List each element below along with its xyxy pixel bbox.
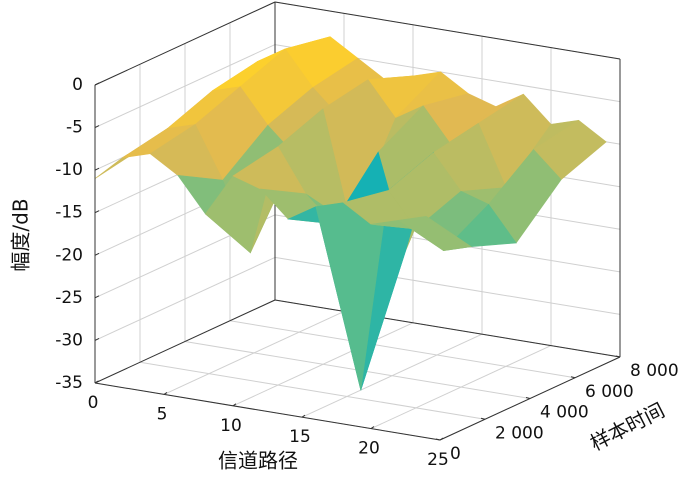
z-tick-label: -20 xyxy=(55,245,83,265)
tick-mark xyxy=(301,414,306,418)
grid-line xyxy=(94,256,276,341)
tick-mark xyxy=(94,210,100,214)
grid-line xyxy=(94,44,276,129)
tick-mark xyxy=(570,376,576,379)
box-edge xyxy=(274,1,621,60)
y-tick-label: 6 000 xyxy=(585,382,634,402)
y-tick-label: 2 000 xyxy=(495,423,544,443)
tick-mark xyxy=(525,397,531,399)
axis-line xyxy=(94,382,441,441)
grid-line xyxy=(274,256,621,315)
y-tick-label: 8 000 xyxy=(630,361,679,381)
tick-mark xyxy=(370,426,375,430)
box-edge xyxy=(274,299,621,358)
box-edge xyxy=(94,1,276,86)
tick-mark xyxy=(232,403,237,407)
y-tick-label: 0 xyxy=(450,444,461,464)
z-tick-label: -5 xyxy=(66,118,83,138)
surface-patch xyxy=(397,216,473,251)
y-tick-label: 4 000 xyxy=(540,403,589,423)
x-tick-label: 10 xyxy=(220,416,242,436)
z-axis-label: 幅度/dB xyxy=(9,198,33,271)
x-tick-label: 20 xyxy=(358,439,380,459)
tick-mark xyxy=(94,167,100,171)
x-tick-label: 15 xyxy=(289,427,311,447)
x-tick-label: 25 xyxy=(427,450,449,470)
box-edge xyxy=(94,299,276,384)
tick-mark xyxy=(163,391,168,395)
z-tick-label: 0 xyxy=(72,75,83,95)
tick-mark xyxy=(94,125,100,129)
z-tick-label: -10 xyxy=(55,160,83,180)
tick-mark xyxy=(94,337,100,341)
tick-mark xyxy=(94,252,100,256)
tick-mark xyxy=(439,437,444,441)
grid-line xyxy=(139,361,486,420)
z-tick-label: -35 xyxy=(55,373,83,393)
tick-mark xyxy=(615,355,621,358)
z-tick-label: -25 xyxy=(55,288,83,308)
grid-line xyxy=(229,320,576,379)
x-tick-label: 5 xyxy=(157,404,168,424)
x-axis-label: 信道路径 xyxy=(218,449,298,473)
y-axis-label: 样本时间 xyxy=(586,398,668,456)
z-tick-label: -15 xyxy=(55,203,83,223)
z-tick-label: -30 xyxy=(55,330,83,350)
tick-mark xyxy=(94,295,100,299)
tick-mark xyxy=(94,82,100,86)
tick-mark xyxy=(435,438,441,441)
x-tick-label: 0 xyxy=(88,393,99,413)
tick-mark xyxy=(480,417,486,420)
tick-mark xyxy=(94,380,100,384)
